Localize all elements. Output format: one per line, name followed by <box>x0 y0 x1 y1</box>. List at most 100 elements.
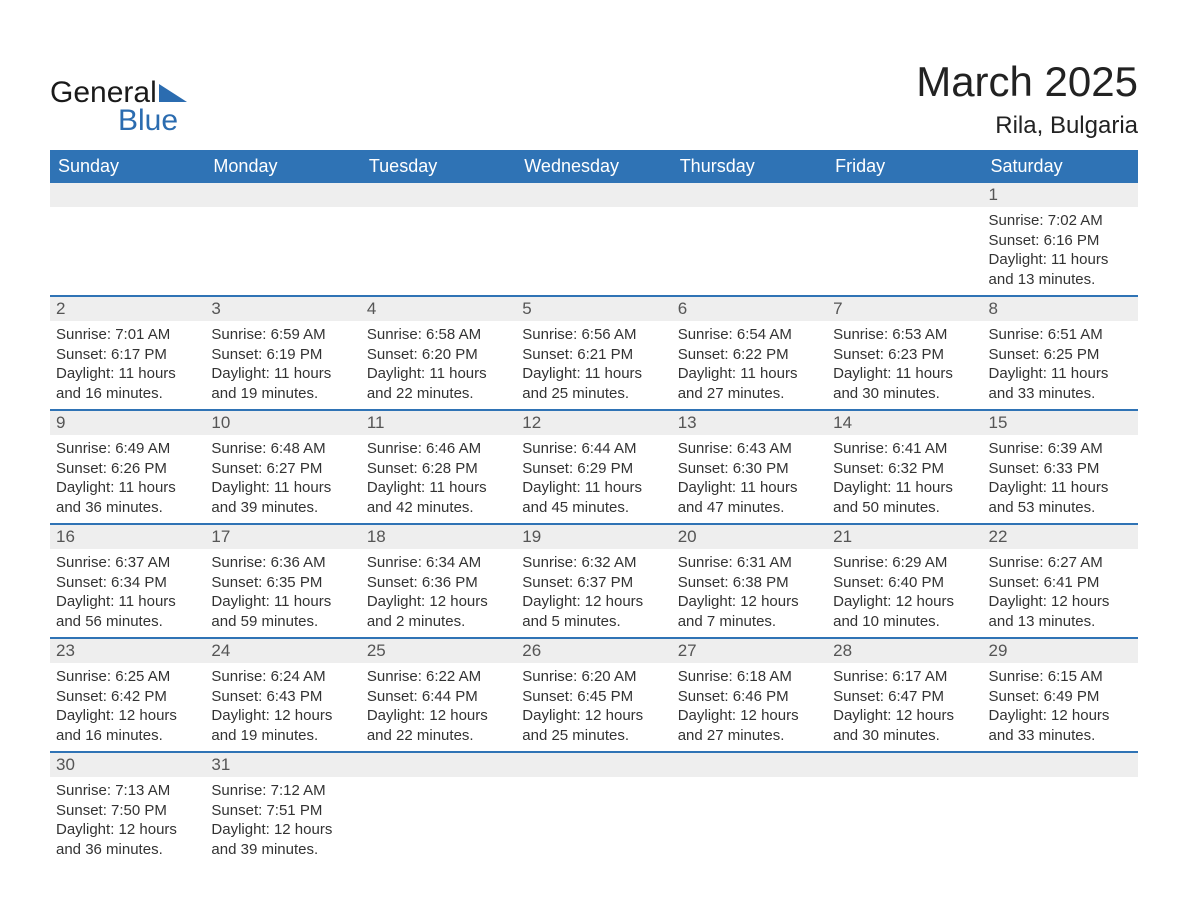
day-content: Sunrise: 7:12 AMSunset: 7:51 PMDaylight:… <box>205 777 360 865</box>
calendar-cell <box>983 752 1138 865</box>
calendar-cell: 24Sunrise: 6:24 AMSunset: 6:43 PMDayligh… <box>205 638 360 752</box>
daylight-text: Daylight: 11 hours and 30 minutes. <box>833 364 976 403</box>
calendar-cell: 23Sunrise: 6:25 AMSunset: 6:42 PMDayligh… <box>50 638 205 752</box>
day-number: 5 <box>516 297 671 321</box>
day-content <box>205 207 360 217</box>
calendar-cell: 26Sunrise: 6:20 AMSunset: 6:45 PMDayligh… <box>516 638 671 752</box>
day-content: Sunrise: 6:48 AMSunset: 6:27 PMDaylight:… <box>205 435 360 523</box>
weekday-header: Monday <box>205 150 360 183</box>
title-location: Rila, Bulgaria <box>916 112 1138 140</box>
calendar-cell: 15Sunrise: 6:39 AMSunset: 6:33 PMDayligh… <box>983 410 1138 524</box>
daylight-text: Daylight: 11 hours and 42 minutes. <box>367 478 510 517</box>
day-number <box>361 753 516 777</box>
calendar-cell: 25Sunrise: 6:22 AMSunset: 6:44 PMDayligh… <box>361 638 516 752</box>
daylight-text: Daylight: 11 hours and 16 minutes. <box>56 364 199 403</box>
sunrise-text: Sunrise: 6:36 AM <box>211 553 354 573</box>
daylight-text: Daylight: 12 hours and 7 minutes. <box>678 592 821 631</box>
sunset-text: Sunset: 6:36 PM <box>367 573 510 593</box>
sunrise-text: Sunrise: 6:54 AM <box>678 325 821 345</box>
daylight-text: Daylight: 12 hours and 16 minutes. <box>56 706 199 745</box>
day-content: Sunrise: 6:34 AMSunset: 6:36 PMDaylight:… <box>361 549 516 637</box>
calendar-cell: 28Sunrise: 6:17 AMSunset: 6:47 PMDayligh… <box>827 638 982 752</box>
calendar-cell: 19Sunrise: 6:32 AMSunset: 6:37 PMDayligh… <box>516 524 671 638</box>
weekday-row: Sunday Monday Tuesday Wednesday Thursday… <box>50 150 1138 183</box>
daylight-text: Daylight: 11 hours and 56 minutes. <box>56 592 199 631</box>
calendar-cell: 27Sunrise: 6:18 AMSunset: 6:46 PMDayligh… <box>672 638 827 752</box>
sunset-text: Sunset: 6:35 PM <box>211 573 354 593</box>
day-content: Sunrise: 6:51 AMSunset: 6:25 PMDaylight:… <box>983 321 1138 409</box>
calendar-cell <box>827 183 982 296</box>
sunrise-text: Sunrise: 6:31 AM <box>678 553 821 573</box>
weekday-header: Sunday <box>50 150 205 183</box>
day-number: 18 <box>361 525 516 549</box>
calendar-page: General Blue March 2025 Rila, Bulgaria S… <box>0 0 1188 918</box>
calendar-cell: 16Sunrise: 6:37 AMSunset: 6:34 PMDayligh… <box>50 524 205 638</box>
sunrise-text: Sunrise: 6:44 AM <box>522 439 665 459</box>
sunrise-text: Sunrise: 6:22 AM <box>367 667 510 687</box>
daylight-text: Daylight: 11 hours and 53 minutes. <box>989 478 1132 517</box>
day-number <box>205 183 360 207</box>
calendar-cell: 20Sunrise: 6:31 AMSunset: 6:38 PMDayligh… <box>672 524 827 638</box>
calendar-cell <box>361 752 516 865</box>
daylight-text: Daylight: 12 hours and 5 minutes. <box>522 592 665 631</box>
day-number: 8 <box>983 297 1138 321</box>
day-number: 30 <box>50 753 205 777</box>
calendar-cell <box>516 752 671 865</box>
calendar-cell: 5Sunrise: 6:56 AMSunset: 6:21 PMDaylight… <box>516 296 671 410</box>
calendar-head: Sunday Monday Tuesday Wednesday Thursday… <box>50 150 1138 183</box>
daylight-text: Daylight: 12 hours and 19 minutes. <box>211 706 354 745</box>
sunset-text: Sunset: 6:49 PM <box>989 687 1132 707</box>
daylight-text: Daylight: 12 hours and 10 minutes. <box>833 592 976 631</box>
day-content: Sunrise: 6:15 AMSunset: 6:49 PMDaylight:… <box>983 663 1138 751</box>
day-content <box>516 207 671 217</box>
sunset-text: Sunset: 6:20 PM <box>367 345 510 365</box>
calendar-cell: 7Sunrise: 6:53 AMSunset: 6:23 PMDaylight… <box>827 296 982 410</box>
title-block: March 2025 Rila, Bulgaria <box>916 58 1138 140</box>
logo-word-2: Blue <box>118 106 187 136</box>
day-number <box>672 753 827 777</box>
day-content: Sunrise: 6:39 AMSunset: 6:33 PMDaylight:… <box>983 435 1138 523</box>
calendar-cell <box>672 752 827 865</box>
daylight-text: Daylight: 12 hours and 27 minutes. <box>678 706 821 745</box>
sunrise-text: Sunrise: 6:39 AM <box>989 439 1132 459</box>
weekday-header: Tuesday <box>361 150 516 183</box>
day-content: Sunrise: 6:59 AMSunset: 6:19 PMDaylight:… <box>205 321 360 409</box>
day-number: 6 <box>672 297 827 321</box>
sunset-text: Sunset: 6:28 PM <box>367 459 510 479</box>
daylight-text: Daylight: 12 hours and 33 minutes. <box>989 706 1132 745</box>
day-content <box>516 777 671 787</box>
sunset-text: Sunset: 6:42 PM <box>56 687 199 707</box>
calendar-cell: 11Sunrise: 6:46 AMSunset: 6:28 PMDayligh… <box>361 410 516 524</box>
day-content: Sunrise: 6:32 AMSunset: 6:37 PMDaylight:… <box>516 549 671 637</box>
day-content: Sunrise: 6:58 AMSunset: 6:20 PMDaylight:… <box>361 321 516 409</box>
day-content: Sunrise: 6:41 AMSunset: 6:32 PMDaylight:… <box>827 435 982 523</box>
calendar-cell: 21Sunrise: 6:29 AMSunset: 6:40 PMDayligh… <box>827 524 982 638</box>
weekday-header: Thursday <box>672 150 827 183</box>
sunset-text: Sunset: 6:38 PM <box>678 573 821 593</box>
calendar-cell <box>361 183 516 296</box>
sunset-text: Sunset: 6:17 PM <box>56 345 199 365</box>
daylight-text: Daylight: 11 hours and 33 minutes. <box>989 364 1132 403</box>
sunrise-text: Sunrise: 6:51 AM <box>989 325 1132 345</box>
day-content <box>672 777 827 787</box>
calendar-cell: 14Sunrise: 6:41 AMSunset: 6:32 PMDayligh… <box>827 410 982 524</box>
day-content: Sunrise: 6:43 AMSunset: 6:30 PMDaylight:… <box>672 435 827 523</box>
calendar-table: Sunday Monday Tuesday Wednesday Thursday… <box>50 150 1138 865</box>
title-month: March 2025 <box>916 58 1138 106</box>
calendar-cell: 12Sunrise: 6:44 AMSunset: 6:29 PMDayligh… <box>516 410 671 524</box>
sunrise-text: Sunrise: 6:48 AM <box>211 439 354 459</box>
sunset-text: Sunset: 6:44 PM <box>367 687 510 707</box>
sunset-text: Sunset: 7:50 PM <box>56 801 199 821</box>
day-content: Sunrise: 7:13 AMSunset: 7:50 PMDaylight:… <box>50 777 205 865</box>
sunrise-text: Sunrise: 6:20 AM <box>522 667 665 687</box>
calendar-week-row: 23Sunrise: 6:25 AMSunset: 6:42 PMDayligh… <box>50 638 1138 752</box>
calendar-cell: 4Sunrise: 6:58 AMSunset: 6:20 PMDaylight… <box>361 296 516 410</box>
day-number <box>827 753 982 777</box>
calendar-cell: 22Sunrise: 6:27 AMSunset: 6:41 PMDayligh… <box>983 524 1138 638</box>
logo-triangle-icon <box>159 84 187 102</box>
calendar-cell <box>205 183 360 296</box>
sunset-text: Sunset: 6:33 PM <box>989 459 1132 479</box>
sunset-text: Sunset: 6:34 PM <box>56 573 199 593</box>
day-number: 11 <box>361 411 516 435</box>
daylight-text: Daylight: 11 hours and 19 minutes. <box>211 364 354 403</box>
